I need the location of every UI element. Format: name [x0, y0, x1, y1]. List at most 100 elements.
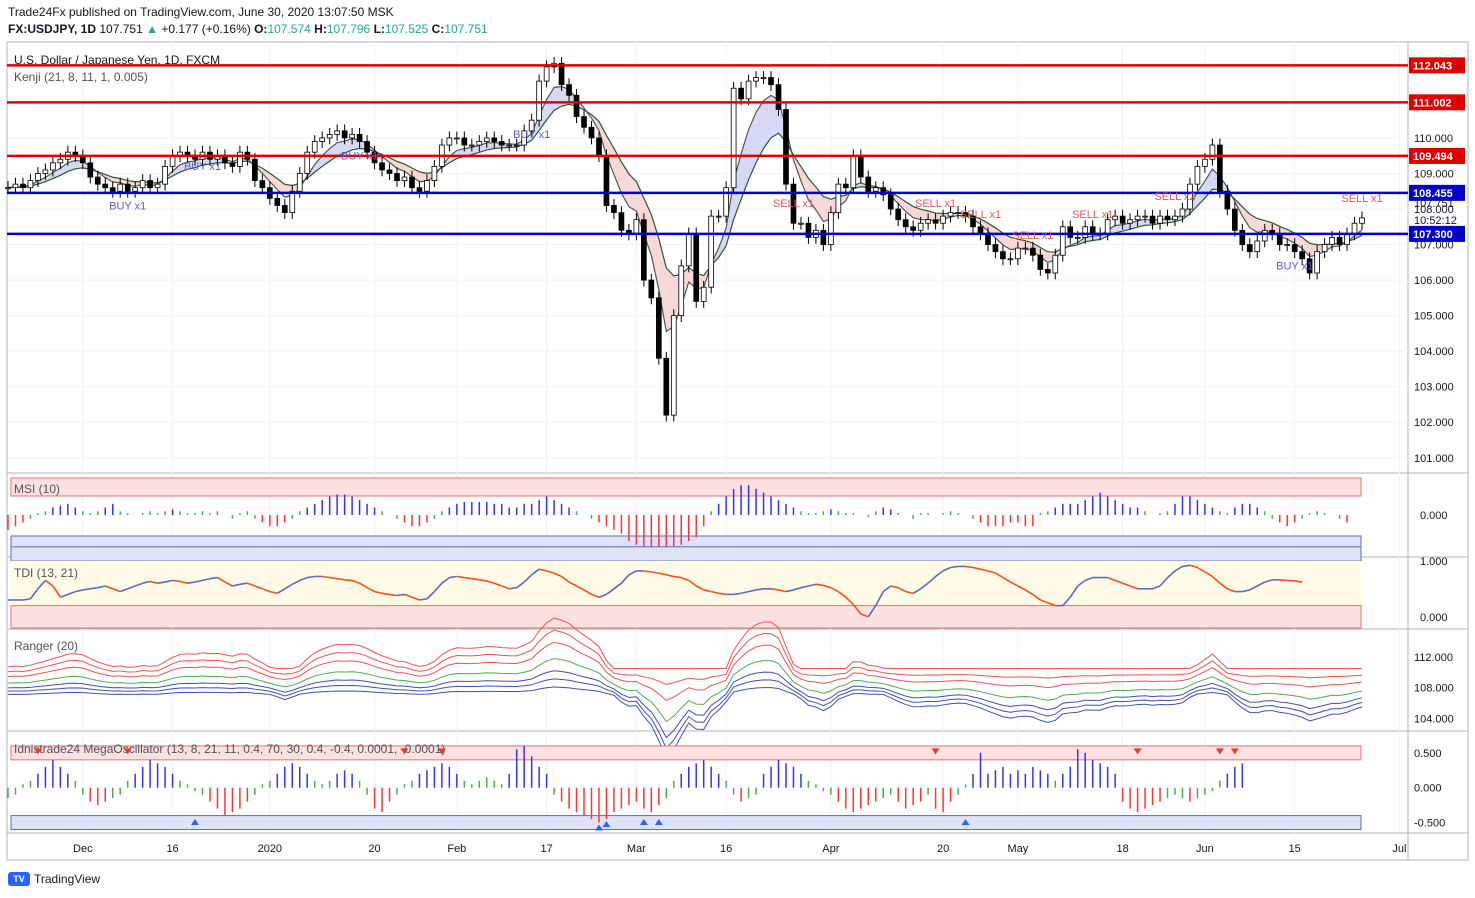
- tdi-line-segment: [546, 570, 555, 574]
- tdi-line-segment: [1122, 582, 1131, 587]
- tdi-line-segment: [860, 613, 869, 618]
- tdi-line-segment: [1114, 579, 1123, 584]
- sell-signal-label: SELL x1: [773, 198, 814, 210]
- candle-body: [109, 187, 116, 192]
- tdi-line-segment: [456, 575, 465, 579]
- kenji-cloud: [980, 218, 988, 232]
- sell-triangle-icon: [1133, 748, 1142, 755]
- tdi-line-segment: [830, 586, 839, 593]
- candle-body: [461, 137, 468, 146]
- candle-body: [655, 297, 662, 359]
- last-price-label: 107.751: [1414, 198, 1454, 210]
- candle-body: [169, 155, 176, 167]
- candle-body: [1359, 217, 1365, 224]
- kenji-cloud: [1017, 239, 1026, 250]
- buy-signal-label: BUY x1: [341, 151, 378, 163]
- tdi-line-segment: [905, 590, 914, 595]
- footer-brand: TradingView: [34, 872, 101, 886]
- tdi-line-segment: [119, 588, 128, 593]
- tdi-line-segment: [337, 577, 345, 581]
- tdi-line-segment: [882, 585, 892, 593]
- candle-body: [648, 279, 655, 299]
- tdi-line-segment: [433, 582, 443, 593]
- candle-body: [1112, 215, 1118, 221]
- tdi-line-segment: [1211, 575, 1221, 584]
- candle-body: [274, 197, 281, 206]
- level-price-label: 107.300: [1413, 229, 1453, 241]
- candle-body: [1074, 237, 1081, 239]
- kenji-cloud: [741, 129, 749, 200]
- candle-body: [1134, 215, 1141, 221]
- tdi-line-segment: [875, 591, 884, 606]
- tdi-line-segment: [486, 580, 495, 584]
- tdi-line-segment: [127, 585, 136, 590]
- tdi-line-segment: [239, 582, 248, 586]
- candle-body: [296, 173, 303, 192]
- ranger-title: Ranger (20): [14, 639, 78, 653]
- kenji-cloud: [748, 112, 757, 180]
- candle-body: [1321, 244, 1328, 253]
- candle-body: [154, 183, 161, 189]
- tdi-line-segment: [104, 585, 114, 590]
- publisher-line: Trade24Fx published on TradingView.com, …: [8, 5, 394, 19]
- tdi-line-segment: [703, 589, 712, 593]
- tdi-line-segment: [598, 593, 607, 598]
- kenji-cloud: [546, 87, 555, 120]
- candle-body: [5, 187, 11, 190]
- tdi-line-segment: [134, 582, 143, 587]
- tdi-line-segment: [680, 576, 690, 582]
- candle-body: [543, 66, 550, 82]
- candle-body: [887, 194, 894, 210]
- candle-body: [468, 144, 475, 147]
- kenji-cloud: [643, 197, 652, 256]
- candle-body: [20, 183, 26, 189]
- tdi-line-segment: [987, 570, 996, 574]
- candle-body: [925, 219, 931, 224]
- buy-signal-label: BUY x1: [1276, 261, 1313, 273]
- ranger-band-line: [7, 629, 1363, 685]
- tdi-y-tick-label: 0.000: [1420, 612, 1448, 624]
- kenji-label: Kenji (21, 8, 11, 1, 0.005): [14, 70, 148, 84]
- kenji-cloud: [1115, 224, 1123, 233]
- x-tick-label: 20: [937, 843, 949, 855]
- candle-body: [1194, 165, 1201, 185]
- level-price-label: 112.043: [1413, 60, 1452, 72]
- candle-body: [663, 357, 670, 416]
- level-price-badge: [1409, 57, 1465, 74]
- x-tick-label: 16: [720, 843, 732, 855]
- sell-signal-label: SELL x2: [1154, 191, 1195, 203]
- tdi-line-segment: [733, 592, 742, 596]
- candle-body: [431, 165, 438, 181]
- candle-body: [618, 212, 625, 231]
- tdi-line-segment: [1242, 589, 1250, 593]
- y-tick-label: 110.000: [1414, 133, 1453, 145]
- kenji-cloud: [67, 160, 76, 172]
- kenji-cloud: [344, 138, 353, 154]
- x-tick-label: 2020: [258, 843, 282, 855]
- tdi-line-segment: [613, 582, 622, 590]
- countdown-label: 10:52:12: [1414, 215, 1457, 227]
- candle-body: [798, 222, 804, 225]
- kenji-cloud: [105, 174, 113, 183]
- x-tick-label: 18: [1116, 843, 1128, 855]
- y-tick-label: 104.000: [1414, 346, 1454, 358]
- tdi-line-segment: [224, 581, 233, 587]
- x-tick-label: Mar: [627, 843, 646, 855]
- candle-body: [940, 215, 946, 224]
- tdi-line-segment: [942, 566, 951, 572]
- tdi-line-segment: [785, 589, 794, 593]
- candle-body: [895, 208, 902, 221]
- tdi-line-segment: [329, 576, 338, 580]
- tdi-line-segment: [1197, 566, 1206, 573]
- candle-body: [768, 77, 774, 86]
- tdi-line-segment: [688, 579, 697, 587]
- candle-body: [783, 109, 789, 185]
- candle-body: [641, 219, 647, 281]
- tdi-line-segment: [852, 603, 862, 615]
- candle-body: [1015, 247, 1021, 260]
- x-tick-label: Feb: [447, 843, 466, 855]
- tdi-line-segment: [1204, 571, 1213, 578]
- candle-body: [401, 176, 408, 181]
- tdi-line-segment: [82, 588, 91, 591]
